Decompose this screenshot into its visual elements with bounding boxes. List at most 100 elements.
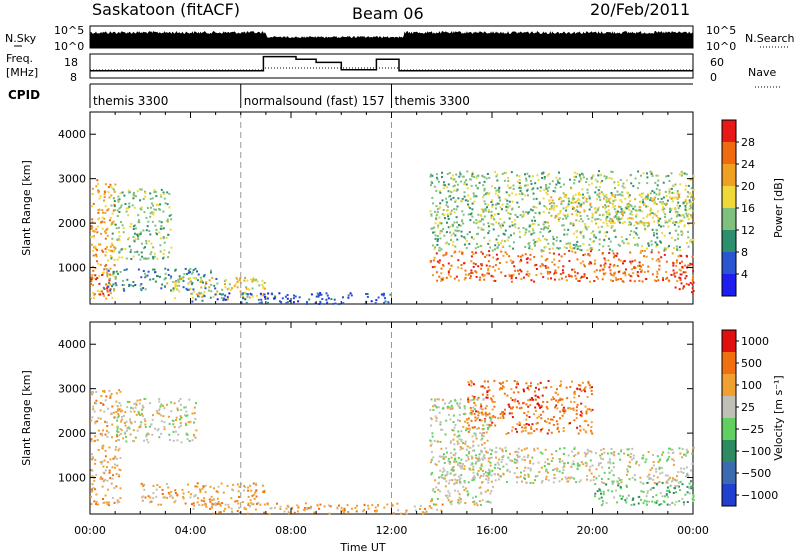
data-cell [467, 213, 470, 216]
data-cell [499, 206, 502, 209]
data-cell [667, 479, 670, 481]
data-cell [524, 429, 527, 432]
data-cell [481, 252, 484, 255]
data-cell [141, 413, 143, 416]
data-cell [617, 220, 619, 223]
data-cell [90, 419, 93, 422]
data-cell [486, 475, 489, 478]
data-cell [431, 227, 434, 230]
data-cell [258, 284, 261, 287]
data-cell [494, 192, 497, 195]
data-cell [166, 282, 169, 285]
data-cell [458, 493, 461, 496]
data-cell [600, 181, 602, 184]
data-cell [640, 265, 643, 268]
data-cell [499, 226, 502, 229]
data-cell [558, 480, 561, 483]
data-cell [235, 277, 238, 280]
data-cell [192, 277, 195, 279]
data-cell [182, 276, 185, 279]
data-cell [571, 476, 574, 479]
data-cell [478, 419, 481, 422]
data-cell [137, 412, 140, 415]
data-cell [521, 254, 524, 257]
data-cell [135, 402, 138, 405]
data-cell [204, 285, 207, 288]
data-cell [504, 229, 507, 232]
data-cell [529, 482, 532, 484]
data-cell [629, 174, 632, 177]
data-cell [651, 197, 654, 200]
data-cell [680, 233, 683, 236]
data-cell [620, 450, 622, 453]
data-cell [513, 472, 516, 475]
data-cell [471, 395, 474, 398]
data-cell [453, 426, 456, 429]
data-cell [617, 193, 620, 196]
data-cell [162, 237, 165, 240]
data-cell [130, 222, 133, 225]
data-cell [564, 194, 567, 197]
data-cell [512, 188, 515, 190]
data-cell [539, 451, 542, 454]
data-cell [684, 493, 687, 496]
data-cell [153, 268, 156, 271]
data-cell [228, 283, 231, 286]
data-cell [637, 502, 640, 505]
data-cell [658, 193, 661, 196]
data-cell [603, 263, 606, 266]
data-cell [194, 298, 197, 301]
data-cell [529, 460, 532, 462]
data-cell [105, 283, 108, 286]
data-cell [164, 496, 167, 499]
data-cell [661, 203, 664, 205]
data-cell [497, 234, 500, 237]
data-cell [463, 465, 466, 468]
data-cell [470, 255, 473, 258]
data-cell [536, 187, 539, 190]
data-cell [674, 207, 677, 209]
data-cell [472, 465, 475, 468]
data-cell [690, 469, 692, 472]
data-cell [118, 500, 121, 503]
data-cell [640, 196, 643, 198]
data-cell [662, 225, 665, 228]
data-cell [455, 173, 458, 176]
data-cell [500, 250, 503, 253]
data-cell [106, 461, 109, 464]
data-cell [594, 259, 597, 262]
data-cell [480, 264, 483, 267]
data-cell [590, 389, 593, 392]
data-cell [149, 402, 152, 405]
data-cell [553, 206, 556, 209]
data-cell [436, 178, 439, 181]
data-cell [609, 221, 612, 224]
data-cell [468, 427, 471, 430]
data-cell [562, 406, 565, 409]
data-cell [590, 246, 593, 249]
data-cell [159, 414, 162, 417]
data-cell [675, 229, 678, 232]
data-cell [249, 499, 252, 502]
data-cell [262, 285, 265, 288]
data-cell [520, 471, 522, 474]
data-cell [550, 460, 553, 462]
data-cell [692, 222, 695, 225]
data-cell [139, 233, 142, 236]
data-cell [257, 501, 260, 504]
data-cell [481, 411, 483, 414]
data-cell [676, 475, 678, 478]
data-cell [149, 192, 152, 195]
data-cell [579, 388, 581, 391]
data-cell [671, 191, 674, 194]
data-cell [141, 242, 143, 245]
data-cell [94, 245, 97, 248]
data-cell [573, 455, 576, 457]
data-cell [449, 225, 452, 228]
data-cell [496, 202, 499, 205]
data-cell [263, 296, 266, 298]
data-cell [606, 452, 609, 455]
data-cell [664, 190, 667, 193]
data-cell [671, 252, 674, 255]
data-cell [319, 302, 322, 305]
